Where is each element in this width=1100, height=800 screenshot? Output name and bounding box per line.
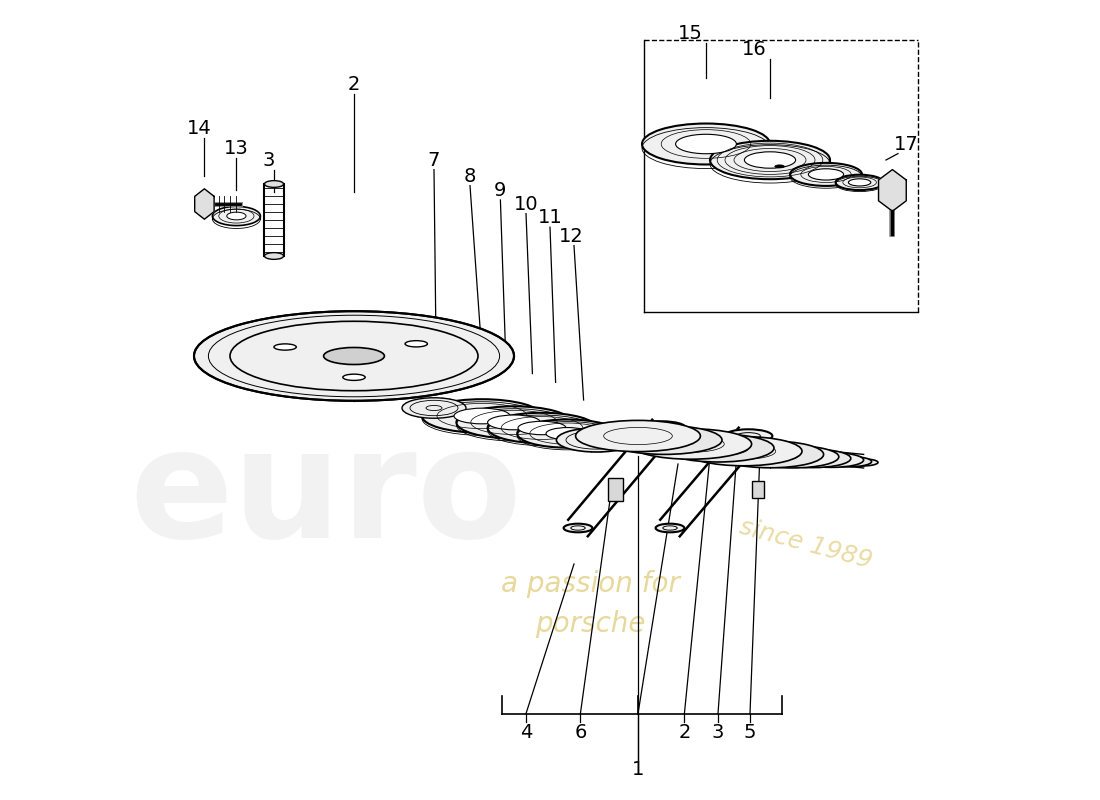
Ellipse shape	[454, 408, 510, 424]
Ellipse shape	[824, 456, 871, 467]
Bar	[608, 478, 623, 501]
Text: 7: 7	[428, 150, 440, 170]
Ellipse shape	[808, 169, 844, 180]
Ellipse shape	[685, 437, 802, 466]
Text: 1: 1	[631, 760, 645, 779]
Ellipse shape	[746, 446, 839, 468]
Ellipse shape	[518, 422, 567, 434]
Ellipse shape	[642, 123, 770, 165]
Bar	[752, 481, 764, 498]
Text: 15: 15	[678, 24, 703, 43]
Ellipse shape	[716, 441, 824, 468]
Text: 6: 6	[574, 722, 586, 742]
Text: 13: 13	[224, 138, 249, 158]
Text: 9: 9	[494, 181, 507, 200]
Ellipse shape	[848, 179, 871, 186]
Polygon shape	[879, 170, 906, 211]
Text: 11: 11	[538, 208, 562, 227]
Ellipse shape	[675, 134, 736, 154]
Ellipse shape	[264, 181, 284, 187]
Ellipse shape	[517, 419, 618, 448]
Ellipse shape	[546, 427, 590, 440]
Polygon shape	[195, 189, 214, 219]
Ellipse shape	[843, 458, 878, 466]
Ellipse shape	[607, 426, 722, 454]
Ellipse shape	[662, 434, 774, 462]
Text: 5: 5	[744, 722, 757, 742]
Ellipse shape	[710, 141, 830, 179]
Ellipse shape	[323, 347, 384, 365]
Ellipse shape	[227, 212, 246, 220]
Ellipse shape	[774, 165, 784, 168]
Ellipse shape	[725, 430, 772, 442]
Ellipse shape	[563, 524, 593, 532]
Text: a passion for: a passion for	[500, 570, 680, 598]
Ellipse shape	[630, 429, 751, 459]
Text: 8: 8	[464, 166, 476, 186]
Ellipse shape	[264, 253, 284, 259]
Ellipse shape	[575, 421, 701, 451]
Ellipse shape	[402, 398, 466, 418]
Ellipse shape	[405, 341, 428, 347]
Ellipse shape	[422, 399, 542, 433]
Text: 3: 3	[262, 150, 275, 170]
Ellipse shape	[456, 406, 572, 438]
Text: euro: euro	[130, 422, 522, 570]
Ellipse shape	[790, 163, 862, 186]
Ellipse shape	[800, 453, 864, 467]
Text: 2: 2	[348, 74, 360, 94]
Text: 14: 14	[187, 118, 212, 138]
Text: 3: 3	[712, 722, 724, 742]
Ellipse shape	[487, 415, 540, 430]
Text: 10: 10	[514, 194, 538, 214]
Ellipse shape	[745, 152, 795, 168]
Text: 17: 17	[893, 134, 918, 154]
Ellipse shape	[656, 524, 684, 532]
Text: porsche: porsche	[535, 610, 646, 638]
Text: 12: 12	[559, 226, 583, 246]
Text: 4: 4	[520, 722, 532, 742]
Ellipse shape	[212, 206, 261, 226]
Ellipse shape	[487, 413, 596, 443]
Ellipse shape	[343, 374, 365, 381]
Ellipse shape	[194, 311, 514, 401]
Text: since 1989: since 1989	[737, 514, 874, 574]
Ellipse shape	[557, 428, 637, 452]
Ellipse shape	[774, 449, 850, 468]
Text: 2: 2	[679, 722, 691, 742]
Text: 16: 16	[741, 40, 767, 59]
Ellipse shape	[274, 344, 296, 350]
Ellipse shape	[836, 174, 883, 190]
Ellipse shape	[638, 422, 686, 434]
